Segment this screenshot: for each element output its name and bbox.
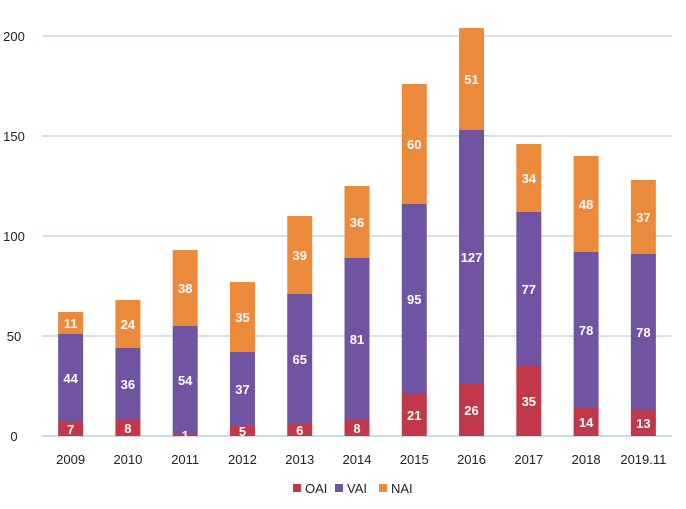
x-tick-label: 2016	[457, 452, 486, 467]
data-label: 37	[636, 210, 650, 225]
data-label: 95	[407, 292, 421, 307]
x-tick-label: 2014	[343, 452, 372, 467]
x-tick-label: 2015	[400, 452, 429, 467]
data-label: 1	[182, 428, 189, 443]
bar-segment-nai	[401, 84, 427, 204]
bar-segment-vai	[229, 352, 255, 426]
data-labels: 7 44 11 8 36 24 1 54 38 5 37 35 6 65 39 8 81 36 21 95 60 26 12…	[63, 72, 650, 443]
data-label: 35	[235, 310, 249, 325]
data-label: 5	[239, 424, 246, 439]
bar-segment-oai	[516, 366, 542, 436]
bar-segment-vai	[459, 130, 485, 384]
bar-segment-vai	[401, 204, 427, 394]
y-tick-label: 0	[10, 429, 17, 444]
bar-segment-nai	[229, 282, 255, 352]
bar-segment-vai	[573, 252, 599, 408]
bar-segment-nai	[344, 186, 370, 258]
data-label: 34	[522, 171, 537, 186]
bar-segment-nai	[573, 156, 599, 252]
data-label: 36	[121, 377, 135, 392]
bar-segment-nai	[172, 250, 198, 326]
legend-swatch-nai	[379, 484, 387, 492]
data-label: 39	[292, 248, 306, 263]
bar-segment-oai	[172, 434, 198, 436]
bar-segment-nai	[516, 144, 542, 212]
data-label: 81	[350, 332, 364, 347]
x-tick-label: 2017	[514, 452, 543, 467]
bar-segment-nai	[287, 216, 313, 294]
data-label: 35	[522, 394, 536, 409]
data-label: 60	[407, 137, 421, 152]
data-label: 48	[579, 197, 593, 212]
data-label: 37	[235, 382, 249, 397]
x-tick-label: 2013	[285, 452, 314, 467]
y-tick-label: 100	[3, 229, 25, 244]
data-label: 38	[178, 281, 192, 296]
bar-segment-vai	[58, 334, 84, 422]
bar-segment-oai	[58, 422, 84, 436]
data-label: 77	[522, 282, 536, 297]
bar-segment-vai	[516, 212, 542, 366]
legend-label-nai: NAI	[391, 481, 413, 496]
data-label: 14	[579, 415, 594, 430]
legend-label-vai: VAI	[347, 481, 367, 496]
data-label: 36	[350, 215, 364, 230]
data-label: 54	[178, 373, 193, 388]
data-label: 8	[124, 421, 131, 436]
x-axis-ticks: 2009 2010 2011 2012 2013 2014 2015 2016 2017 2018…	[56, 452, 666, 467]
legend-swatch-vai	[335, 484, 343, 492]
data-label: 78	[636, 325, 650, 340]
legend-label-oai: OAI	[305, 481, 327, 496]
bar-segment-nai	[630, 180, 656, 254]
data-label: 6	[296, 423, 303, 438]
bar-segment-oai	[287, 424, 313, 436]
bar-segment-oai	[630, 410, 656, 436]
bar-segment-nai	[58, 312, 84, 334]
data-label: 65	[292, 352, 306, 367]
x-tick-label: 2010	[113, 452, 142, 467]
bars	[58, 28, 656, 436]
data-label: 44	[63, 371, 78, 386]
x-tick-label: 2018	[572, 452, 601, 467]
data-label: 78	[579, 323, 593, 338]
x-tick-label: 2012	[228, 452, 257, 467]
bar-segment-vai	[287, 294, 313, 424]
y-tick-label: 150	[3, 129, 25, 144]
x-tick-label: 2009	[56, 452, 85, 467]
bar-segment-oai	[401, 394, 427, 436]
bar-segment-vai	[344, 258, 370, 420]
y-axis-ticks: 0 50 100 150 200	[3, 29, 25, 444]
data-label: 11	[64, 316, 78, 331]
legend: OAI VAI NAI	[293, 481, 413, 496]
bar-segment-vai	[115, 348, 141, 420]
data-label: 24	[121, 317, 136, 332]
y-tick-label: 50	[7, 329, 21, 344]
bar-segment-oai	[459, 384, 485, 436]
data-label: 127	[461, 250, 483, 265]
bar-segment-oai	[344, 420, 370, 436]
bar-segment-oai	[573, 408, 599, 436]
data-label: 21	[407, 408, 421, 423]
data-label: 13	[636, 416, 650, 431]
data-label: 8	[353, 421, 360, 436]
bar-segment-nai	[115, 300, 141, 348]
legend-swatch-oai	[293, 484, 301, 492]
bar-segment-oai	[115, 420, 141, 436]
bar-segment-vai	[172, 326, 198, 434]
bar-segment-oai	[229, 426, 255, 436]
data-label: 26	[464, 403, 478, 418]
data-label: 7	[67, 422, 74, 437]
y-tick-label: 200	[3, 29, 25, 44]
data-label: 51	[464, 72, 478, 87]
x-tick-label: 2011	[171, 452, 199, 467]
x-tick-label: 2019.11	[620, 452, 666, 467]
bar-segment-vai	[630, 254, 656, 410]
bar-segment-nai	[459, 28, 485, 130]
